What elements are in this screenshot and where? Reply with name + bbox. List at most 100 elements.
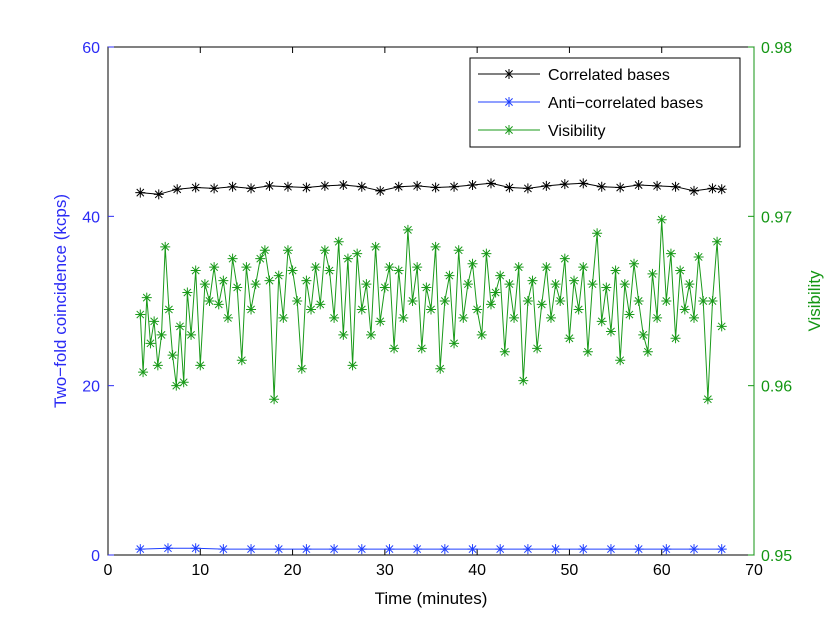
correlated-bases-point <box>541 180 552 191</box>
anti-correlated-bases-point <box>135 544 146 555</box>
visibility-point <box>366 329 377 340</box>
visibility-point <box>347 360 358 371</box>
correlated-bases-point <box>670 181 681 192</box>
visibility-point <box>282 245 293 256</box>
visibility-point <box>246 304 257 315</box>
visibility-point <box>605 326 616 337</box>
visibility-point <box>564 333 575 344</box>
visibility-line <box>139 219 723 400</box>
visibility-point <box>352 248 363 259</box>
anti-correlated-bases-point <box>218 544 229 555</box>
visibility-point <box>619 279 630 290</box>
visibility-point <box>195 360 206 371</box>
visibility-point <box>453 245 464 256</box>
visibility-point <box>310 262 321 273</box>
visibility-point <box>481 248 492 259</box>
visibility-point <box>292 296 303 306</box>
right-y-tick-label: 0.97 <box>761 209 792 226</box>
visibility-point <box>241 262 252 273</box>
visibility-point <box>702 394 713 405</box>
visibility-point <box>156 329 167 340</box>
left-y-tick-label: 40 <box>82 209 100 226</box>
visibility-point <box>624 309 635 320</box>
visibility-point <box>661 296 672 306</box>
visibility-point <box>578 262 589 273</box>
visibility-point <box>462 279 473 290</box>
visibility-point <box>513 262 524 273</box>
correlated-bases-point <box>559 179 570 190</box>
visibility-point <box>163 304 174 315</box>
visibility-point <box>532 343 543 354</box>
anti-correlated-bases-point <box>384 544 395 555</box>
visibility-point <box>679 304 690 315</box>
visibility-point <box>269 394 280 405</box>
correlated-bases-point <box>716 184 727 195</box>
visibility-point <box>361 279 372 290</box>
anti-correlated-bases-point <box>190 543 201 554</box>
visibility-point <box>569 275 580 286</box>
correlated-bases-point <box>412 180 423 191</box>
visibility-point <box>338 329 349 340</box>
x-tick-label: 20 <box>284 562 302 579</box>
visibility-point <box>656 214 667 225</box>
visibility-point <box>152 360 163 371</box>
visibility-point <box>384 262 395 273</box>
anti-correlated-bases-point <box>578 544 589 555</box>
visibility-point <box>467 258 478 269</box>
visibility-point <box>707 296 718 306</box>
visibility-point <box>476 329 487 340</box>
correlated-bases-point <box>393 181 404 192</box>
visibility-point <box>250 279 261 290</box>
visibility-point <box>689 312 700 323</box>
visibility-point <box>416 343 427 354</box>
visibility-point <box>449 338 460 349</box>
left-y-tick-label: 0 <box>91 548 100 565</box>
visibility-point <box>670 333 681 344</box>
visibility-point <box>393 265 404 276</box>
x-axis-ticks: 0 10 20 30 40 50 60 70 <box>104 47 763 579</box>
visibility-point <box>287 265 298 276</box>
visibility-point <box>301 275 312 286</box>
correlated-bases-point <box>135 187 146 198</box>
visibility-point <box>499 346 510 357</box>
visibility-point <box>315 299 326 310</box>
visibility-point <box>495 270 506 281</box>
anti-correlated-bases-point <box>661 544 672 555</box>
legend-marker-anti-correlated-bases <box>504 97 514 107</box>
visibility-point <box>389 343 400 354</box>
visibility-point <box>236 355 247 366</box>
correlated-bases-point <box>356 181 367 192</box>
correlated-bases-point <box>301 182 312 193</box>
anti-correlated-bases-point <box>716 544 727 555</box>
visibility-point <box>141 292 152 303</box>
visibility-point <box>178 377 189 388</box>
x-tick-label: 0 <box>104 562 113 579</box>
visibility-point <box>379 282 390 293</box>
visibility-point <box>573 304 584 315</box>
visibility-point <box>518 375 529 386</box>
visibility-point <box>232 282 243 293</box>
visibility-point <box>342 253 353 264</box>
anti-correlated-bases-point <box>273 544 284 555</box>
visibility-point <box>555 296 566 306</box>
correlated-bases-point <box>319 180 330 191</box>
visibility-point <box>167 350 178 361</box>
correlated-bases-point <box>467 180 478 191</box>
visibility-point <box>356 304 367 315</box>
visibility-point <box>472 304 483 315</box>
visibility-point <box>329 312 340 323</box>
visibility-point <box>522 296 533 306</box>
visibility-point <box>186 329 197 340</box>
anti-correlated-bases-point <box>605 544 616 555</box>
legend-label-visibility: Visibility <box>548 123 606 140</box>
anti-correlated-bases-series <box>135 543 727 555</box>
x-tick-label: 30 <box>376 562 394 579</box>
visibility-point <box>439 296 450 306</box>
correlated-bases-point <box>707 183 718 194</box>
right-y-axis-ticks: 0.95 0.96 0.97 0.98 <box>748 40 792 565</box>
visibility-point <box>485 299 496 310</box>
anti-correlated-bases-point <box>301 544 312 555</box>
anti-correlated-bases-point <box>550 544 561 555</box>
visibility-point <box>610 265 621 276</box>
